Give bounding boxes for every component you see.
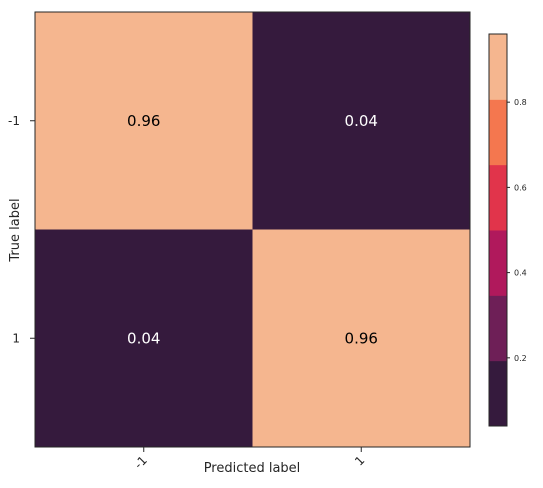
heatmap-cell	[252, 12, 470, 230]
colorbar	[489, 34, 507, 427]
y-tick-label: -1	[8, 114, 20, 128]
heatmap-cells	[35, 12, 470, 447]
colorbar-tick-label: 0.2	[514, 354, 527, 363]
x-tick-label: -1	[132, 453, 150, 471]
x-axis-label: Predicted label	[204, 461, 301, 476]
cell-value-label: 0.96	[345, 329, 378, 347]
colorbar-band	[489, 230, 507, 296]
plot-frame	[34, 11, 471, 448]
colorbar-band	[489, 295, 507, 362]
colorbar-tick-label: 0.8	[514, 98, 527, 107]
colorbar-frame	[488, 33, 508, 427]
colorbar-tick-label: 0.6	[514, 183, 527, 192]
heatmap-cell	[252, 229, 470, 447]
cell-value-label: 0.04	[127, 329, 160, 347]
colorbar-band	[489, 99, 507, 166]
cell-value-label: 0.96	[127, 112, 160, 130]
y-tick-label: 1	[12, 331, 20, 345]
heatmap-cell	[35, 229, 253, 447]
colorbar-band	[489, 164, 507, 231]
colorbar-band	[489, 360, 507, 427]
y-axis-label: True label	[8, 198, 23, 262]
colorbar-ticks: 0.2 0.4 0.6 0.8	[507, 98, 527, 363]
x-tick-label: 1	[352, 453, 367, 468]
cell-value-label: 0.04	[345, 112, 378, 130]
heatmap-cell	[35, 12, 253, 230]
colorbar-band	[489, 34, 507, 100]
y-axis-ticks: -1 1	[8, 114, 35, 345]
colorbar-tick-label: 0.4	[514, 269, 527, 278]
cell-annotations: 0.96 0.04 0.04 0.96	[127, 112, 378, 348]
